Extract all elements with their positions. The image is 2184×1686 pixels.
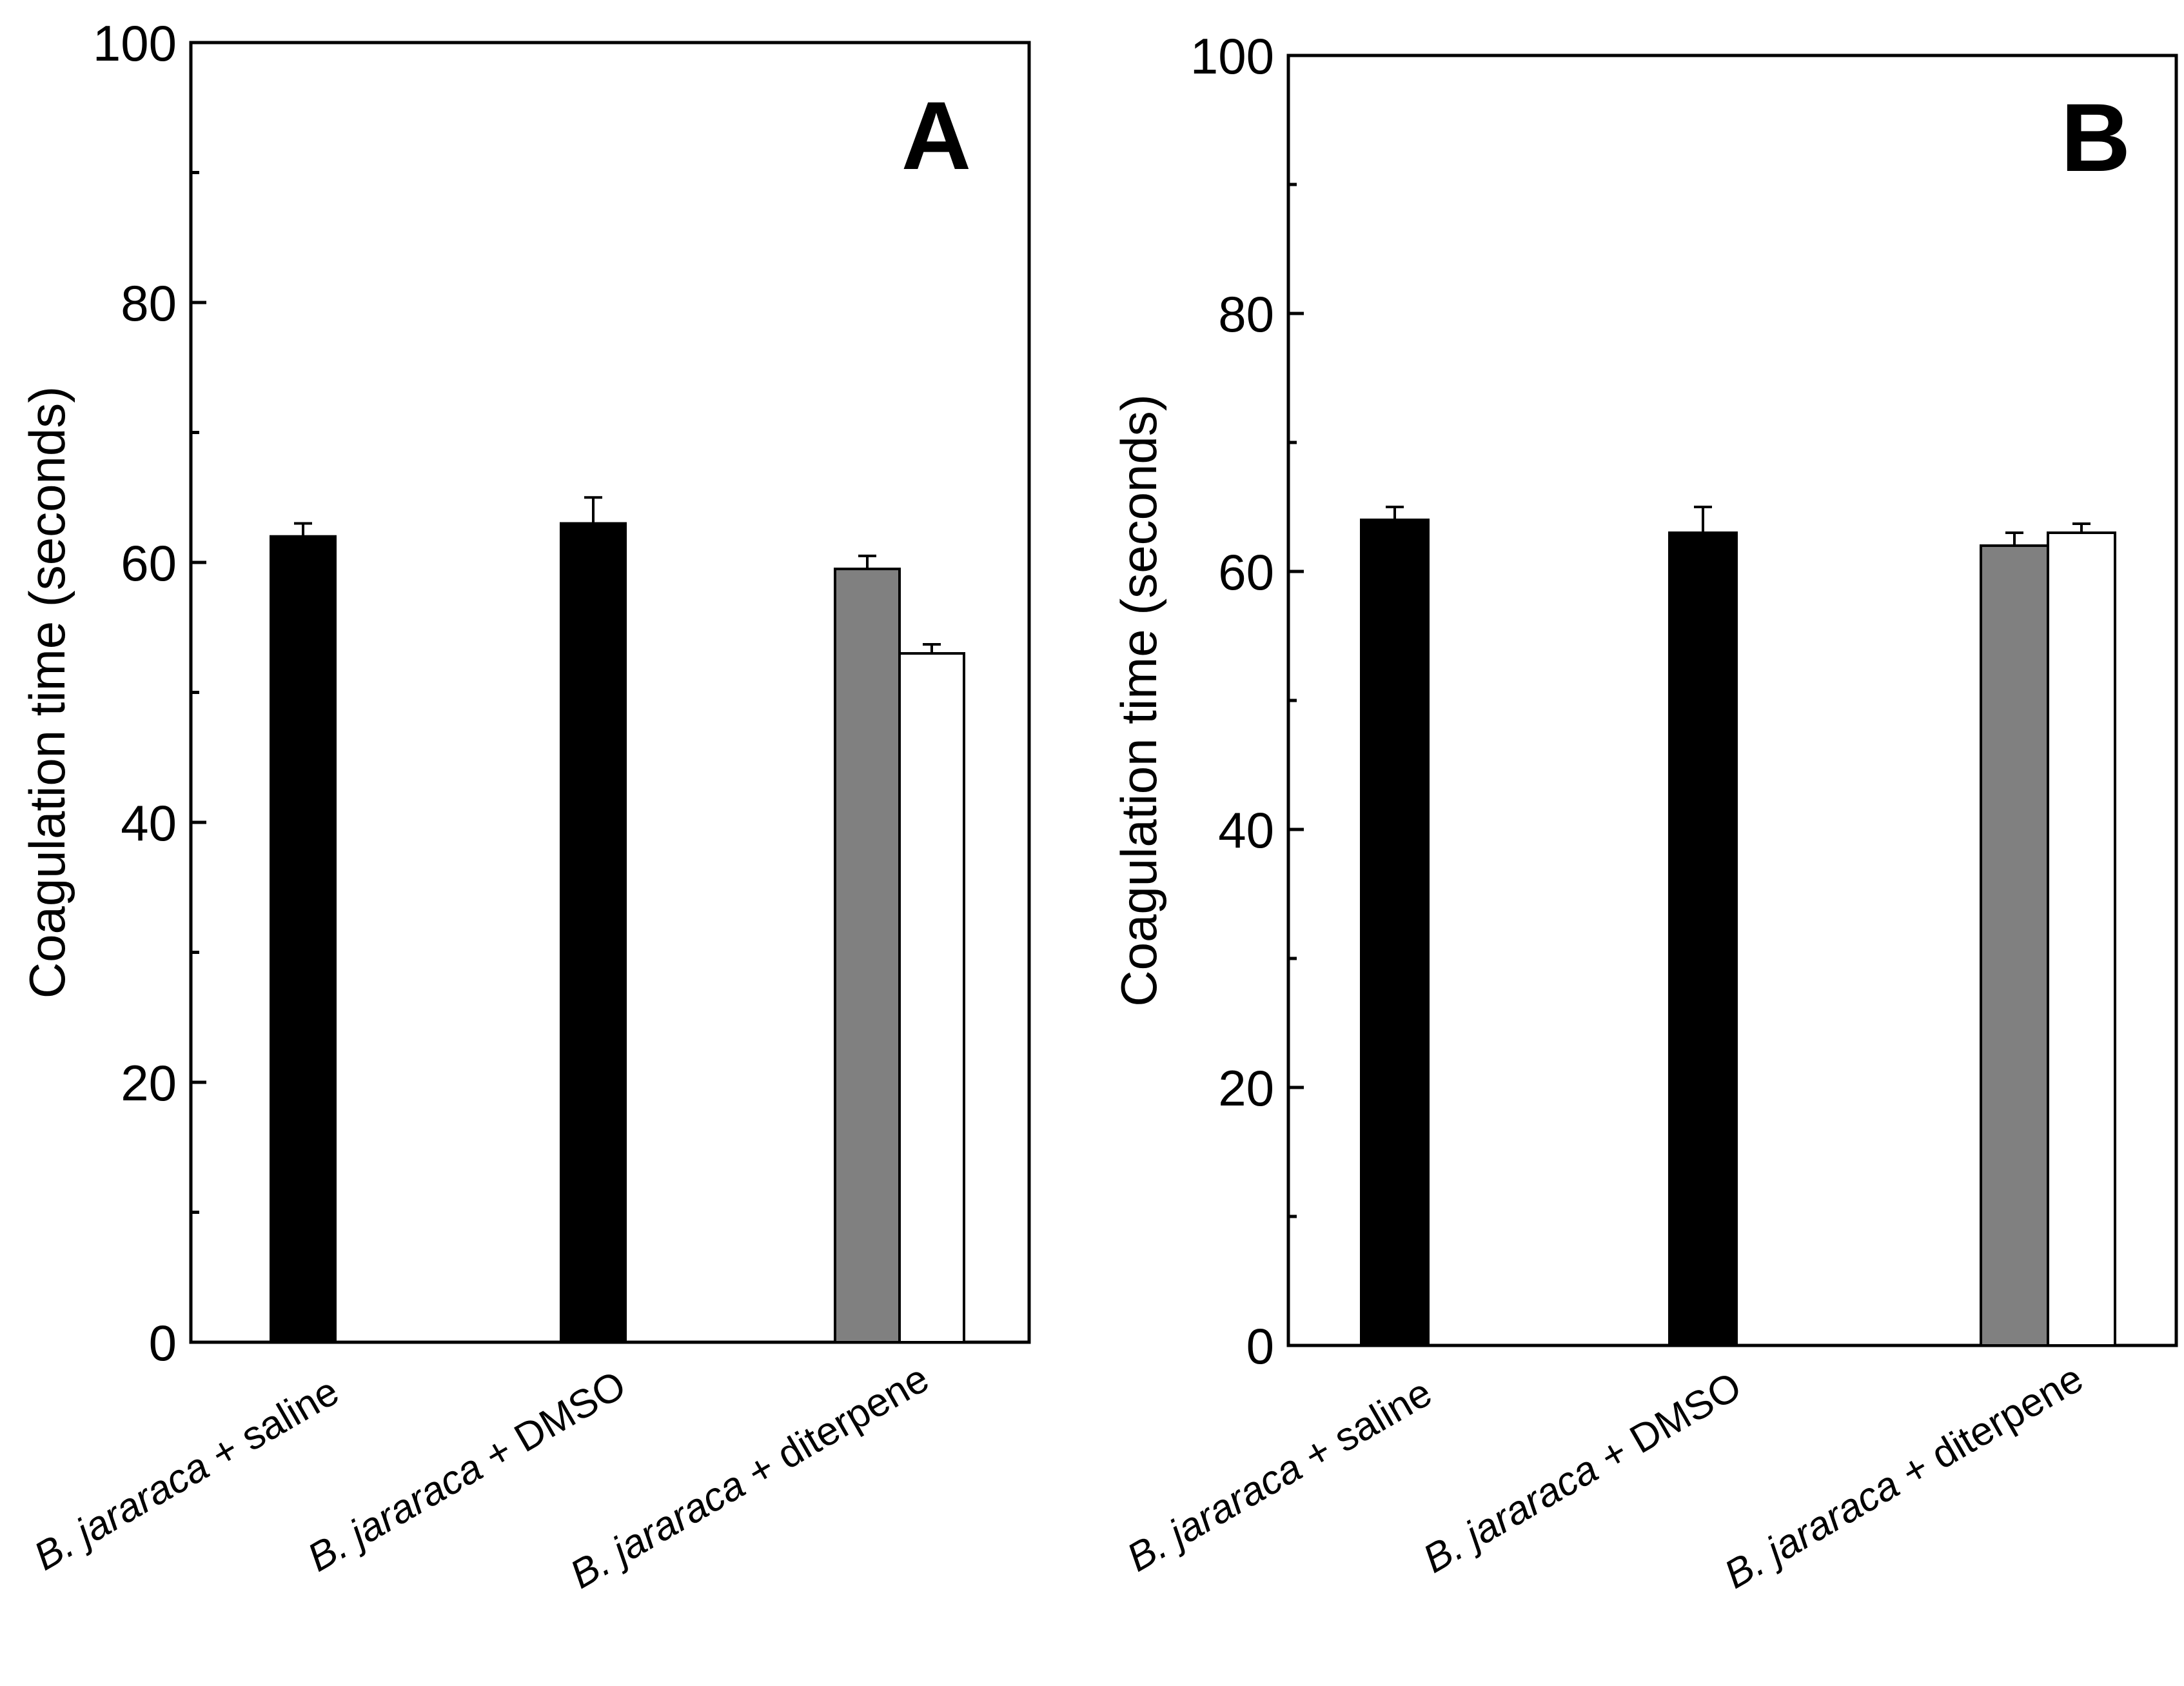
panel-label: A bbox=[901, 81, 971, 190]
panel-b: 0 20 40 60 80 100 Coagulation time (seconds) B B… bbox=[1110, 28, 2178, 1598]
y-tick-label: 20 bbox=[121, 1055, 177, 1111]
y-axis-title: Coagulation time (seconds) bbox=[19, 386, 75, 998]
y-tick-label: 40 bbox=[1218, 802, 1274, 858]
bar bbox=[834, 568, 901, 1344]
bar bbox=[1668, 531, 1738, 1347]
y-tick-label: 0 bbox=[1246, 1318, 1274, 1374]
y-tick-label: 0 bbox=[149, 1314, 177, 1371]
panel-a: 0 20 40 60 80 100 Coagulation time (seconds) A B… bbox=[19, 15, 1031, 1598]
y-tick-label: 60 bbox=[121, 535, 177, 591]
y-axis-title: Coagulation time (seconds) bbox=[1110, 394, 1167, 1006]
bar bbox=[2047, 531, 2116, 1347]
x-category-label: B. jararaca + diterpene bbox=[1717, 1356, 2091, 1597]
y-tick-label: 100 bbox=[93, 15, 177, 72]
bar bbox=[560, 522, 627, 1344]
panel-label: B bbox=[2061, 83, 2130, 192]
y-tick-label: 100 bbox=[1190, 28, 1274, 84]
x-category-label: B. jararaca + saline bbox=[1119, 1370, 1439, 1580]
bar bbox=[1980, 544, 2049, 1347]
y-tick-label: 80 bbox=[1218, 286, 1274, 342]
y-tick-label: 20 bbox=[1218, 1060, 1274, 1116]
y-tick-label: 80 bbox=[121, 275, 177, 332]
bar bbox=[1360, 519, 1430, 1347]
bar bbox=[898, 652, 965, 1344]
bar bbox=[270, 535, 337, 1344]
y-tick-label: 60 bbox=[1218, 544, 1274, 600]
x-category-label: B. jararaca + saline bbox=[26, 1369, 346, 1579]
x-category-label: B. jararaca + DMSO bbox=[1416, 1364, 1749, 1582]
y-tick-label: 40 bbox=[121, 795, 177, 851]
